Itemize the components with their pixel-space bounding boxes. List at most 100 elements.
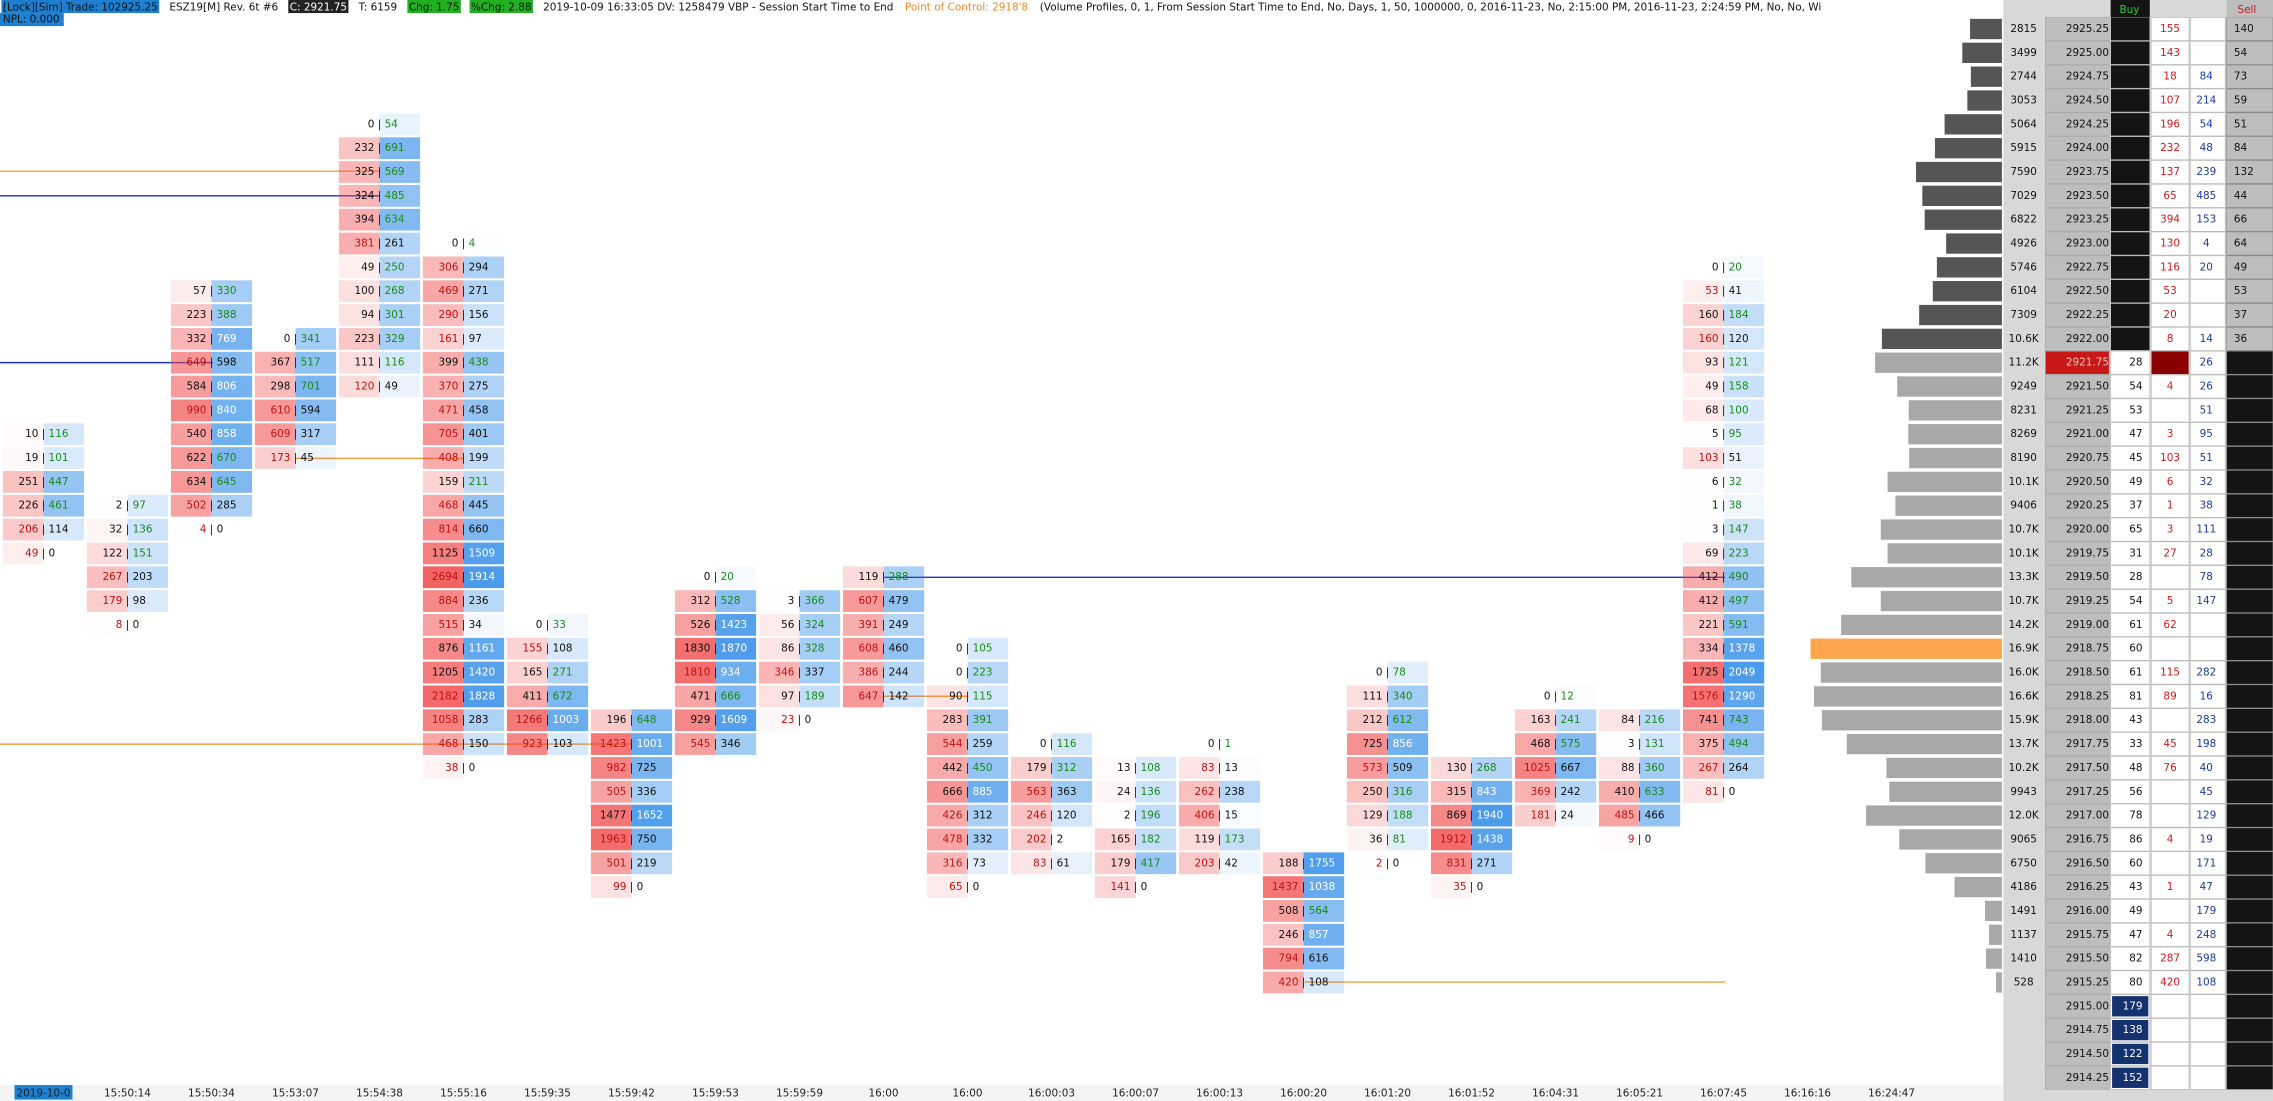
bid-volume: 81 <box>1705 786 1718 798</box>
recent-ask: 239 <box>2196 166 2216 178</box>
volume-profile-bar <box>1889 781 2002 802</box>
ask-volume: 1609 <box>721 714 748 726</box>
separator: | <box>378 309 382 321</box>
price-cell <box>2045 17 2110 41</box>
ask-cell <box>1051 757 1093 779</box>
bid-cell <box>1430 852 1472 875</box>
ask-recent-cell <box>2190 160 2226 184</box>
ask-volume: 0 <box>1729 786 1736 798</box>
volume-label: 5915 <box>2010 142 2037 154</box>
bid-cell <box>506 637 548 660</box>
bid-volume: 262 <box>1195 786 1215 798</box>
price-cell <box>2045 493 2110 518</box>
ask-volume: 236 <box>469 595 489 607</box>
bid-cell <box>422 518 464 541</box>
separator: | <box>1722 285 1726 297</box>
separator: | <box>378 214 382 226</box>
ask-volume: 199 <box>469 452 489 464</box>
bid-cell <box>1683 614 1724 636</box>
ask-recent-cell <box>2190 88 2226 113</box>
buy-size: 60 <box>2129 857 2142 869</box>
time-label: 16:00:07 <box>1112 1088 1159 1100</box>
price: 2917.25 <box>2066 786 2109 798</box>
separator: | <box>1722 452 1726 464</box>
bid-cell <box>674 637 716 660</box>
volume-label: 9406 <box>2010 500 2037 512</box>
bid-cell <box>842 685 884 708</box>
ask-volume: 38 <box>1729 500 1742 512</box>
ask-volume: 667 <box>1561 762 1581 774</box>
buy-cell <box>2110 636 2151 661</box>
separator: | <box>1134 762 1138 774</box>
ask-cell <box>1723 542 1765 565</box>
buy-size: 179 <box>2123 1000 2143 1012</box>
bid-volume: 0 <box>1208 738 1215 750</box>
bid-cell <box>1683 637 1724 660</box>
ask-cell <box>547 614 589 636</box>
bid-cell <box>2 494 44 517</box>
ask-recent-cell <box>2190 350 2226 375</box>
recent-bid: 20 <box>2163 309 2176 321</box>
bid-volume: 6 <box>1712 476 1719 488</box>
bid-cell <box>1683 757 1724 779</box>
volume-profile-bar <box>1886 757 2002 779</box>
bid-cell <box>842 566 884 589</box>
ask-volume: 131 <box>1645 738 1665 750</box>
buy-cell <box>2110 446 2151 471</box>
recent-ask: 47 <box>2200 881 2213 893</box>
ask-volume: 450 <box>973 762 993 774</box>
price-cell <box>2045 946 2110 971</box>
price: 2919.50 <box>2066 571 2109 583</box>
volume-profile-bar <box>1908 400 2002 421</box>
ask-cell <box>1471 780 1513 803</box>
price: 2923.50 <box>2066 190 2109 202</box>
bid-cell <box>590 733 632 755</box>
separator: | <box>462 714 466 726</box>
bid-cell <box>1683 375 1724 398</box>
separator: | <box>1638 714 1642 726</box>
bid-volume: 179 <box>102 595 122 607</box>
ask-volume: 388 <box>217 309 237 321</box>
sell-cell <box>2226 660 2273 685</box>
ask-cell <box>967 733 1009 755</box>
sell-cell <box>2226 922 2273 947</box>
recent-bid: 18 <box>2163 71 2176 83</box>
bid-cell <box>1683 304 1724 326</box>
ask-volume: 934 <box>721 667 741 679</box>
ask-cell <box>1303 947 1345 970</box>
buy-size: 82 <box>2129 953 2142 965</box>
price-cell <box>2045 708 2110 733</box>
separator: | <box>1386 857 1390 869</box>
buy-cell <box>2110 684 2151 709</box>
ask-volume: 105 <box>973 643 993 655</box>
ask-volume: 78 <box>1393 667 1406 679</box>
volume-profile-bar <box>1908 424 2002 445</box>
price: 2923.00 <box>2066 238 2109 250</box>
ask-volume: 4 <box>469 238 476 250</box>
bid-volume: 982 <box>607 762 627 774</box>
bid-cell <box>1010 852 1052 875</box>
bid-volume: 408 <box>439 452 459 464</box>
bid-recent-cell <box>2150 517 2190 542</box>
bid-cell <box>506 709 548 732</box>
bid-recent-cell <box>2150 660 2190 685</box>
ask-recent-cell <box>2190 565 2226 590</box>
ask-volume: 33 <box>553 619 566 631</box>
bid-cell <box>422 399 464 422</box>
ask-cell <box>1387 709 1429 732</box>
ask-cell <box>967 709 1009 732</box>
separator: | <box>1386 810 1390 822</box>
ask-volume: 116 <box>1057 738 1077 750</box>
bid-volume: 312 <box>691 595 711 607</box>
price-cell <box>2045 636 2110 661</box>
recent-ask: 16 <box>2200 690 2213 702</box>
volume-profile-bar <box>1924 209 2002 230</box>
sell-cell <box>2226 326 2273 351</box>
ask-volume: 264 <box>1729 762 1749 774</box>
bid-volume: 468 <box>1531 738 1551 750</box>
sell-cell <box>2226 732 2273 757</box>
recent-ask: 179 <box>2196 905 2216 917</box>
ask-volume: 1038 <box>1309 881 1336 893</box>
bid-cell <box>1599 709 1640 732</box>
recent-ask: 485 <box>2196 190 2216 202</box>
